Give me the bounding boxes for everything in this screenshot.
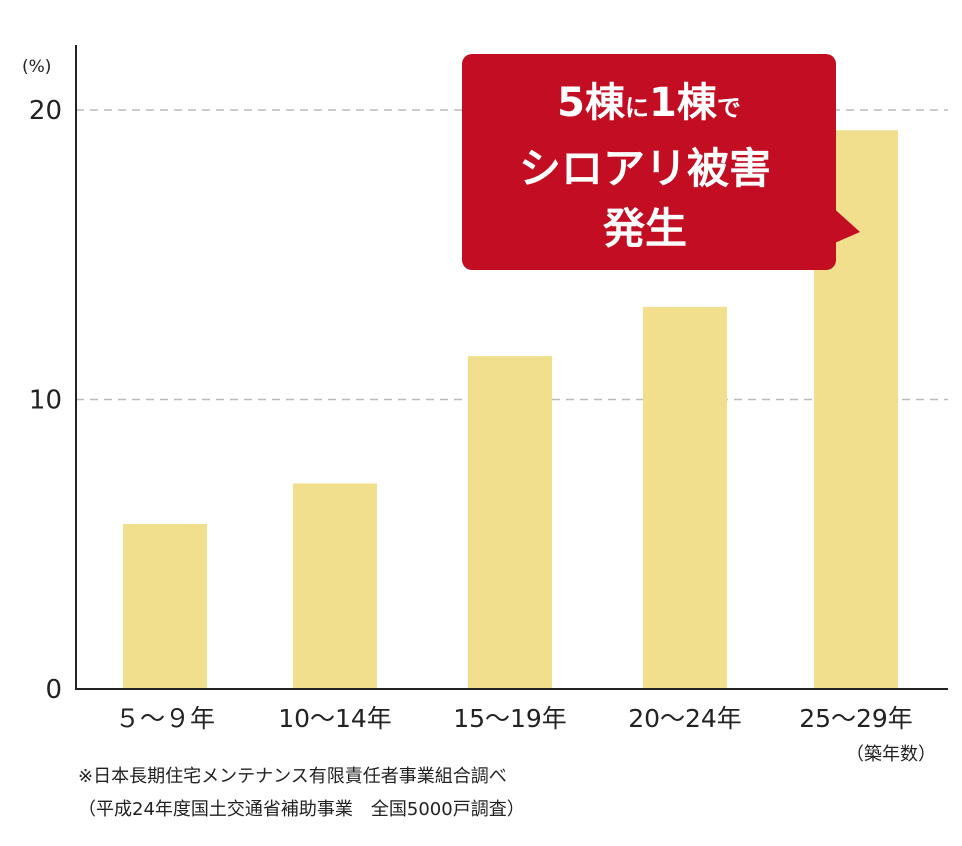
x-tick-label: ５～９年 bbox=[115, 704, 215, 733]
bar-1 bbox=[123, 523, 207, 689]
x-axis-unit-label: （築年数） bbox=[846, 744, 936, 765]
callout-de: で bbox=[717, 94, 741, 122]
x-tick-labels: ５～９年 10～14年 15～19年 20～24年 25～29年 bbox=[115, 704, 913, 733]
callout-line-3: 発生 bbox=[603, 204, 687, 253]
y-tick-label: 0 bbox=[45, 675, 62, 705]
axes bbox=[75, 45, 948, 690]
bar-3 bbox=[468, 356, 552, 689]
callout-box bbox=[462, 54, 836, 270]
callout-ni: に bbox=[625, 94, 649, 122]
callout-line-2: シロアリ被害 bbox=[519, 144, 771, 193]
callout-pointer bbox=[830, 205, 860, 245]
survey-detail-note: （平成24年度国土交通省補助事業 全国5000戸調査） bbox=[78, 799, 525, 820]
y-axis-unit-label: (%) bbox=[22, 57, 51, 77]
source-note: ※日本長期住宅メンテナンス有限責任者事業組合調べ bbox=[78, 766, 507, 787]
x-tick-label: 10～14年 bbox=[278, 704, 392, 733]
x-tick-label: 15～19年 bbox=[453, 704, 567, 733]
x-tick-label: 25～29年 bbox=[799, 704, 913, 733]
callout-5-buildings: 5棟 bbox=[557, 80, 626, 126]
y-tick-label: 10 bbox=[29, 386, 62, 416]
callout-line-1: 5棟に1棟で bbox=[557, 80, 741, 126]
y-tick-labels: 0 10 20 bbox=[29, 96, 62, 705]
y-tick-label: 20 bbox=[29, 96, 62, 126]
callout-annotation: 5棟に1棟で シロアリ被害 発生 bbox=[462, 54, 860, 270]
callout-1-building: 1棟 bbox=[649, 80, 718, 126]
x-tick-label: 20～24年 bbox=[628, 704, 742, 733]
bar-2 bbox=[293, 483, 377, 689]
bar-4 bbox=[643, 306, 727, 689]
